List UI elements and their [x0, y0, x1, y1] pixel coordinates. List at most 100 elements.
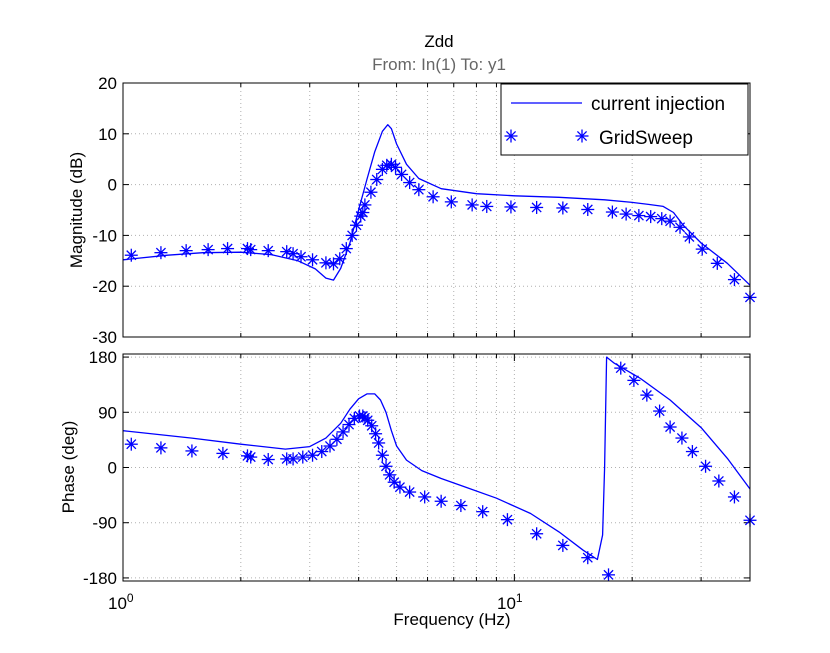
phase-ticks: 180 90 0 -90 -180 — [83, 348, 750, 588]
magnitude-gridsweep-point — [530, 200, 544, 214]
phase-ytick-label: 90 — [98, 403, 117, 422]
magnitude-ytick-label: 20 — [98, 74, 117, 93]
magnitude-gridsweep-point — [349, 218, 363, 232]
phase-gridsweep-point — [296, 450, 310, 464]
magnitude-gridsweep-point — [426, 190, 440, 204]
magnitude-gridsweep-point — [354, 209, 368, 223]
magnitude-gridsweep-point — [370, 173, 384, 187]
magnitude-current-injection-line — [122, 124, 751, 286]
legend-label-current-injection: current injection — [591, 94, 725, 115]
magnitude-ytick-label: 10 — [98, 125, 117, 144]
magnitude-gridsweep-point — [644, 210, 658, 224]
magnitude-gridsweep-point — [465, 198, 479, 212]
phase-gridsweep-point — [244, 450, 258, 464]
magnitude-gridsweep-point — [504, 200, 518, 214]
magnitude-gridsweep-point — [364, 185, 378, 199]
x-tick-label-1: 100 — [108, 591, 134, 613]
phase-grid — [122, 354, 750, 581]
magnitude-ytick-label: -10 — [92, 226, 117, 245]
magnitude-gridsweep-point — [605, 205, 619, 219]
magnitude-gridsweep-point — [727, 273, 741, 287]
phase-gridsweep-point — [556, 538, 570, 552]
magnitude-gridsweep-point — [358, 198, 372, 212]
phase-panel: 180 90 0 -90 -180 Phase (deg) — [59, 348, 757, 588]
phase-gridsweep-point — [185, 444, 199, 458]
phase-gridsweep-point — [500, 513, 514, 527]
phase-ylabel: Phase (deg) — [59, 421, 78, 514]
phase-ytick-label: 180 — [89, 348, 117, 367]
magnitude-ylabel: Magnitude (dB) — [67, 152, 86, 268]
magnitude-gridsweep-point — [695, 242, 709, 256]
magnitude-gridsweep-point — [619, 207, 633, 221]
magnitude-axes-box — [122, 82, 751, 338]
phase-gridsweep-point — [712, 474, 726, 488]
magnitude-gridsweep-point — [412, 183, 426, 197]
magnitude-gridsweep-point — [326, 257, 340, 271]
phase-gridsweep-point — [640, 388, 654, 402]
phase-gridsweep-point — [663, 420, 677, 434]
phase-ytick-label: 0 — [108, 459, 117, 478]
phase-gridsweep-point — [216, 446, 230, 460]
chart-title: Zdd — [424, 32, 453, 51]
magnitude-gridsweep-point — [663, 214, 677, 228]
phase-gridsweep-point — [330, 432, 344, 446]
magnitude-gridsweep-point — [339, 242, 353, 256]
magnitude-gridsweep-point — [556, 201, 570, 215]
magnitude-gridsweep-point — [673, 220, 687, 234]
magnitude-ytick-label: -30 — [92, 328, 117, 347]
magnitude-gridsweep-point — [581, 202, 595, 216]
magnitude-ytick-label: 0 — [108, 176, 117, 195]
magnitude-gridsweep-point — [632, 209, 646, 223]
magnitude-gridsweep-point — [395, 167, 409, 181]
magnitude-gridsweep-point — [655, 212, 669, 226]
magnitude-gridsweep-point — [261, 244, 275, 258]
magnitude-gridsweep-point — [444, 195, 458, 209]
x-axis-label: Frequency (Hz) — [393, 610, 510, 629]
magnitude-gridsweep-point — [244, 243, 258, 257]
x-tick-label-10: 101 — [497, 591, 523, 613]
legend: current injection GridSweep — [500, 83, 749, 156]
phase-gridsweep-point — [614, 361, 628, 375]
phase-axes-box — [122, 353, 751, 582]
phase-gridsweep-point — [342, 418, 356, 432]
phase-gridsweep-point — [699, 459, 713, 473]
magnitude-gridsweep-point — [403, 176, 417, 190]
magnitude-gridsweep-point — [306, 253, 320, 267]
magnitude-gridsweep-point — [389, 160, 403, 174]
magnitude-ticks: 20 10 0 -10 -20 -30 — [92, 74, 750, 347]
magnitude-gridsweep-point — [154, 246, 168, 260]
magnitude-gridsweep-point — [221, 242, 235, 256]
chart-subtitle: From: In(1) To: y1 — [372, 55, 506, 74]
phase-gridsweep-point — [124, 437, 138, 451]
phase-gridsweep-point — [627, 373, 641, 387]
magnitude-grid — [122, 83, 750, 337]
magnitude-gridsweep-point — [201, 243, 215, 257]
magnitude-gridsweep-point — [710, 256, 724, 270]
magnitude-gridsweep-point — [682, 230, 696, 244]
phase-gridsweep-point — [154, 441, 168, 455]
legend-asterisk — [504, 129, 518, 143]
legend-label-gridsweep: GridSweep — [599, 128, 693, 149]
phase-gridsweep-point — [403, 485, 417, 499]
phase-gridsweep-point — [306, 448, 320, 462]
magnitude-gridsweep-point — [179, 244, 193, 258]
phase-current-injection-line — [122, 356, 751, 561]
phase-series — [122, 356, 757, 582]
phase-gridsweep-point — [476, 505, 490, 519]
phase-gridsweep-point — [602, 568, 616, 582]
magnitude-gridsweep-point — [333, 252, 347, 266]
legend-asterisk-swatch — [504, 129, 518, 143]
phase-ytick-label: -90 — [92, 514, 117, 533]
phase-gridsweep-point — [675, 431, 689, 445]
phase-gridsweep-point — [530, 527, 544, 541]
magnitude-series — [122, 124, 757, 304]
phase-gridsweep-point — [336, 425, 350, 439]
phase-gridsweep-point — [454, 499, 468, 513]
phase-gridsweep-point — [581, 551, 595, 565]
phase-gridsweep-point — [261, 453, 275, 467]
phase-gridsweep-point — [727, 490, 741, 504]
phase-ytick-label: -180 — [83, 569, 117, 588]
phase-gridsweep-point — [369, 427, 383, 441]
phase-gridsweep-point — [286, 452, 300, 466]
